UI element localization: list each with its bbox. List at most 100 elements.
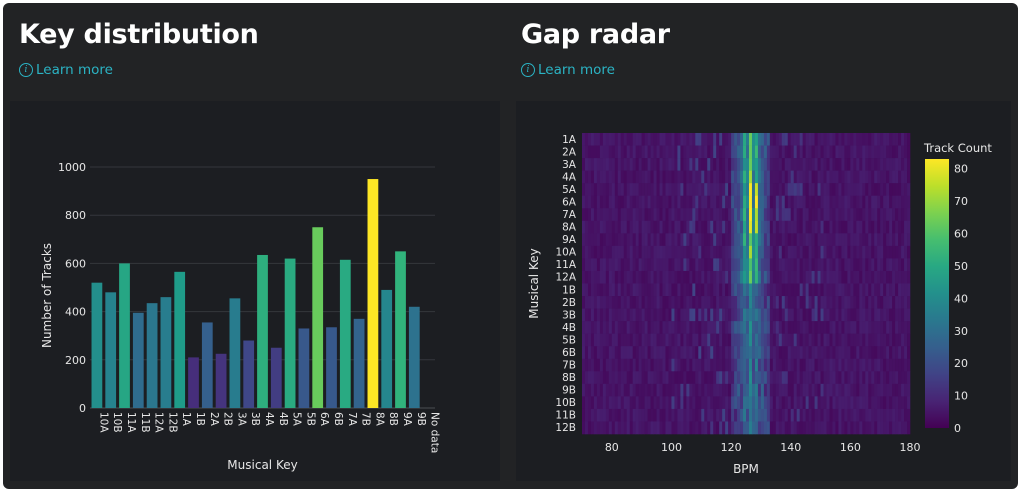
heatmap-cell <box>605 270 610 284</box>
heatmap-cell <box>641 258 645 272</box>
heatmap-cell <box>629 333 633 347</box>
heatmap-cell <box>901 233 905 247</box>
heatmap-cell <box>757 371 762 385</box>
heatmap-cell <box>602 283 607 297</box>
heatmap-cell <box>629 208 633 222</box>
dashboard-frame: Key distribution i Learn more Gap radar … <box>3 3 1018 489</box>
heatmap-cell <box>754 233 759 247</box>
heatmap-cell <box>728 233 732 247</box>
heatmap-cell <box>743 408 747 422</box>
heatmap-cell <box>596 308 601 322</box>
heatmap-cell <box>790 321 795 334</box>
heatmap-cell <box>611 220 616 234</box>
heatmap-cell <box>623 396 628 410</box>
heatmap-cell <box>614 170 619 184</box>
heatmap-cell <box>904 220 908 234</box>
heatmap-cell <box>593 233 598 247</box>
heatmap-cell <box>740 308 744 322</box>
heatmap-cell <box>740 145 744 159</box>
heatmap-cell <box>892 371 896 385</box>
heatmap-cell <box>904 321 908 334</box>
heatmap-cell <box>799 145 803 159</box>
heatmap-cell <box>716 321 720 334</box>
heatmap-cell <box>817 396 821 410</box>
heatmap-cell <box>877 283 881 297</box>
heatmap-cell <box>653 396 657 410</box>
heatmap-cell <box>793 333 797 347</box>
heatmap-cell <box>775 396 780 410</box>
heatmap-cell <box>823 170 827 184</box>
heatmap-cell <box>734 358 738 372</box>
heatmap-cell <box>623 421 628 435</box>
heatmap-cell <box>901 308 905 322</box>
heatmap-cell <box>868 296 872 309</box>
heatmap-cell <box>614 133 619 146</box>
heatmap-cell <box>674 245 678 259</box>
heatmap-cell <box>698 308 702 322</box>
heatmap-cell <box>584 195 589 209</box>
heatmap-cell <box>853 158 857 171</box>
heatmap-cell <box>740 258 744 272</box>
heatmap-cell <box>599 371 604 385</box>
heatmap-cell <box>593 383 598 397</box>
heatmap-cell <box>668 421 672 435</box>
heatmap-cell <box>641 170 645 184</box>
heatmap-cell <box>596 145 601 159</box>
heatmap-cell <box>614 371 619 385</box>
heatmap-cell <box>641 145 645 159</box>
heatmap-cell <box>817 333 821 347</box>
heatmap-cell <box>823 296 827 309</box>
heatmap-cell <box>751 233 756 247</box>
heatmap-cell <box>590 371 595 385</box>
heatmap-cell <box>617 258 622 272</box>
heatmap-cell <box>847 245 851 259</box>
heatmap-cell <box>829 270 833 284</box>
heatmap-cell <box>584 170 589 184</box>
heatmap-cell <box>617 358 622 372</box>
heatmap-cell <box>692 208 696 222</box>
heatmap-cell <box>790 245 795 259</box>
heatmap-cell <box>847 233 851 247</box>
heatmap-cell <box>722 346 726 360</box>
heatmap-cell <box>584 333 589 347</box>
heatmap-cell <box>835 145 839 159</box>
heatmap-cell <box>835 183 839 197</box>
heatmap-cell <box>757 421 762 435</box>
heatmap-cell <box>638 396 642 410</box>
heatmap-cell <box>626 183 631 197</box>
colorbar <box>925 159 949 428</box>
heatmap-cell <box>802 396 806 410</box>
heatmap-cell <box>668 220 672 234</box>
heatmap-cell <box>868 270 872 284</box>
heatmap-cell <box>757 245 762 259</box>
x-tick-label: 5B <box>304 412 316 426</box>
heatmap-cell <box>674 283 678 297</box>
heatmap-cell <box>877 170 881 184</box>
heatmap-cell <box>859 408 863 422</box>
heatmap-cell <box>859 133 863 146</box>
heatmap-cell <box>892 258 896 272</box>
learn-more-link-gap-radar[interactable]: i Learn more <box>521 62 615 78</box>
heatmap-cell <box>587 283 592 297</box>
heatmap-cell <box>841 358 845 372</box>
heatmap-cell <box>587 358 592 372</box>
heatmap-cell <box>808 195 812 209</box>
heatmap-cell <box>862 358 866 372</box>
heatmap-cell <box>638 283 642 297</box>
heatmap-cell <box>760 133 765 146</box>
heatmap-cell <box>805 233 809 247</box>
heatmap-cell <box>901 296 905 309</box>
heatmap-cell <box>835 245 839 259</box>
heatmap-cell <box>802 333 806 347</box>
heatmap-cell <box>659 195 663 209</box>
heatmap-cell <box>886 333 890 347</box>
heatmap-cell <box>737 208 741 222</box>
heatmap-cell <box>719 145 723 159</box>
heatmap-cell <box>832 358 836 372</box>
heatmap-cell <box>692 183 696 197</box>
heatmap-cell <box>677 220 681 234</box>
heatmap-cell <box>787 396 792 410</box>
heatmap-cell <box>754 333 759 347</box>
heatmap-cell <box>629 233 633 247</box>
learn-more-link-key-distribution[interactable]: i Learn more <box>19 62 113 78</box>
